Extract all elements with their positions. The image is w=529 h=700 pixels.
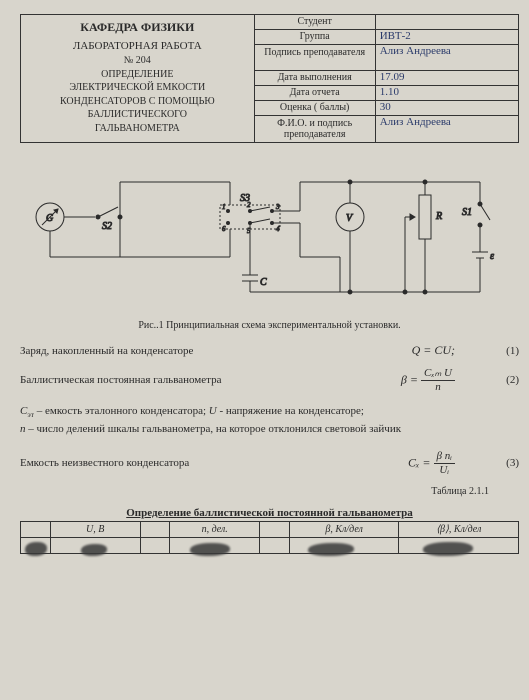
label: Ф.И.О. и подпись преподавателя (255, 116, 376, 142)
svg-text:R: R (435, 211, 442, 222)
denominator: Uᵢ (434, 464, 455, 476)
eq-formula: Q = CU; (412, 343, 455, 358)
value: 30 (376, 101, 518, 115)
value (376, 15, 518, 29)
equation-row-3: Емкость неизвестного конденсатора Cₓ = β… (20, 451, 519, 476)
sym: U (209, 405, 217, 417)
svg-text:S1: S1 (462, 207, 472, 218)
svg-text:1: 1 (222, 203, 226, 211)
eq-formula: β = Cₓₘ U n (401, 368, 455, 393)
svg-text:4: 4 (276, 225, 280, 233)
notes-block: Cэт – емкость эталонного конденсатора; U… (20, 403, 519, 437)
title-line: КОНДЕНСАТОРОВ С ПОМОЩЬЮ (27, 95, 248, 109)
department-title: КАФЕДРА ФИЗИКИ (27, 19, 248, 35)
svg-text:S2: S2 (102, 221, 112, 232)
denominator: n (421, 381, 455, 393)
label: Группа (255, 30, 376, 44)
svg-text:G: G (46, 213, 53, 224)
row-student: Студент (255, 15, 518, 30)
eq-number: (2) (499, 374, 519, 386)
svg-text:3: 3 (275, 203, 280, 211)
sub: эт (27, 410, 34, 419)
row-sign: Подпись преподавателя Ализ Андреева (255, 45, 518, 71)
row-date-report: Дата отчета 1.10 (255, 86, 518, 101)
value: ИВТ-2 (376, 30, 518, 44)
lhs: β = (401, 372, 418, 386)
lhs: Cₓ = (408, 455, 431, 469)
header-table: КАФЕДРА ФИЗИКИ ЛАБОРАТОРНАЯ РАБОТА № 204… (20, 14, 519, 143)
title-line: БАЛЛИСТИЧЕСКОГО (27, 108, 248, 122)
svg-text:6: 6 (222, 225, 226, 233)
text: – емкость эталонного конденсатора; (34, 405, 209, 417)
label: Оценка ( баллы) (255, 101, 376, 115)
numerator: β nᵢ (434, 451, 455, 464)
svg-text:C: C (260, 277, 267, 288)
lab-number: № 204 (27, 54, 248, 68)
title-line: ОПРЕДЕЛЕНИЕ (27, 68, 248, 82)
table-number: Таблица 2.1.1 (20, 486, 519, 497)
fraction: Cₓₘ U n (421, 368, 455, 393)
title-line: ГАЛЬВАНОМЕТРА (27, 122, 248, 136)
row-grade: Оценка ( баллы) 30 (255, 101, 518, 116)
label: Дата выполнения (255, 71, 376, 85)
table-header-row: U, B n, дел. β, Кл/дел ⟨β⟩, Кл/дел (21, 522, 519, 538)
equation-row-1: Заряд, накопленный на конденсаторе Q = C… (20, 343, 519, 358)
col-header: β, Кл/дел (289, 522, 399, 538)
header-left: КАФЕДРА ФИЗИКИ ЛАБОРАТОРНАЯ РАБОТА № 204… (21, 15, 255, 142)
col-header: U, B (50, 522, 140, 538)
eq-formula: Cₓ = β nᵢ Uᵢ (408, 451, 455, 476)
value: Ализ Андреева (376, 116, 518, 142)
table-row (21, 538, 519, 554)
equation-row-2: Баллистическая постоянная гальванометра … (20, 368, 519, 393)
value: 17.09 (376, 71, 518, 85)
label: Студент (255, 15, 376, 29)
svg-text:ε: ε (490, 251, 494, 262)
eq-desc: Баллистическая постоянная гальванометра (20, 374, 401, 386)
fraction: β nᵢ Uᵢ (434, 451, 455, 476)
row-fio: Ф.И.О. и подпись преподавателя Ализ Андр… (255, 116, 518, 142)
circuit-diagram: G S2 S3 1 3 2 6 5 4 C (20, 157, 500, 307)
col-header: ⟨β⟩, Кл/дел (399, 522, 519, 538)
eq-number: (1) (499, 345, 519, 357)
value: Ализ Андреева (376, 45, 518, 70)
data-table: U, B n, дел. β, Кл/дел ⟨β⟩, Кл/дел (20, 521, 519, 554)
row-date-exec: Дата выполнения 17.09 (255, 71, 518, 86)
text: - напряжение на конденсаторе; (217, 405, 364, 417)
label: Подпись преподавателя (255, 45, 376, 70)
numerator: Cₓₘ U (421, 368, 455, 381)
text: – число делений шкалы гальванометра, на … (26, 423, 402, 435)
eq-desc: Заряд, накопленный на конденсаторе (20, 345, 412, 357)
svg-text:V: V (346, 213, 354, 224)
title-line: ЭЛЕКТРИЧЕСКОЙ ЕМКОСТИ (27, 81, 248, 95)
row-group: Группа ИВТ-2 (255, 30, 518, 45)
eq-number: (3) (499, 457, 519, 469)
header-right: Студент Группа ИВТ-2 Подпись преподавате… (255, 15, 518, 142)
col-header: n, дел. (170, 522, 260, 538)
table-title: Определение баллистической постоянной га… (20, 507, 519, 519)
figure-caption: Рис..1 Принципиальная схема эксперимента… (20, 320, 519, 331)
lab-label: ЛАБОРАТОРНАЯ РАБОТА (27, 39, 248, 54)
svg-text:2: 2 (247, 201, 251, 209)
value: 1.10 (376, 86, 518, 100)
label: Дата отчета (255, 86, 376, 100)
eq-desc: Емкость неизвестного конденсатора (20, 457, 408, 469)
